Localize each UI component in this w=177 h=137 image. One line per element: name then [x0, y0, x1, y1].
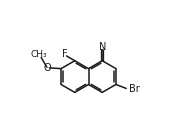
Text: Br: Br: [129, 84, 139, 94]
Text: F: F: [62, 49, 68, 59]
Text: O: O: [44, 63, 52, 73]
Text: N: N: [99, 42, 106, 52]
Text: CH₃: CH₃: [31, 50, 47, 59]
